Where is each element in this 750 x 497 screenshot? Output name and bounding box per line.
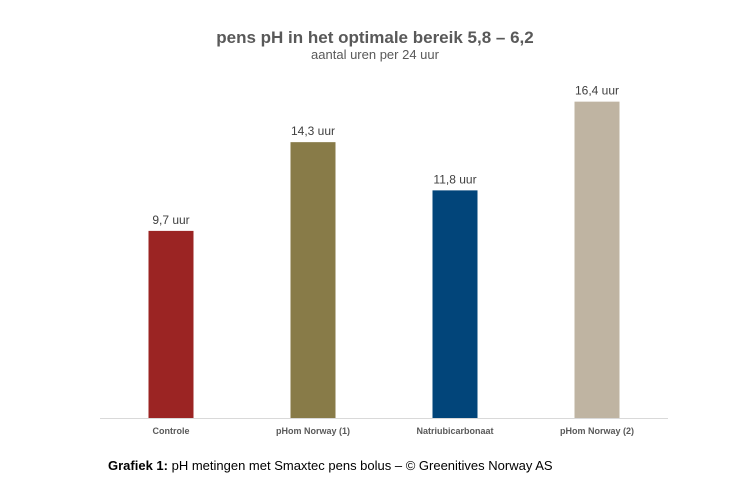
data-label: 11,8 uur bbox=[433, 172, 476, 186]
chart-subtitle: aantal uren per 24 uur bbox=[311, 47, 439, 62]
x-tick-label: pHom Norway (1) bbox=[276, 426, 350, 436]
bar bbox=[148, 230, 194, 418]
figure-caption: Grafiek 1: pH metingen met Smaxtec pens … bbox=[108, 458, 553, 473]
data-label: 9,7 uur bbox=[152, 213, 189, 227]
x-tick-label: Natriubicarbonaat bbox=[416, 426, 493, 436]
caption-label: Grafiek 1: bbox=[108, 458, 168, 473]
bar bbox=[574, 101, 620, 419]
bar bbox=[290, 142, 336, 418]
chart-title: pens pH in het optimale bereik 5,8 – 6,2 bbox=[216, 28, 534, 47]
x-tick-label: Controle bbox=[153, 426, 190, 436]
data-label: 14,3 uur bbox=[291, 124, 335, 138]
caption-text: pH metingen met Smaxtec pens bolus – © G… bbox=[167, 458, 553, 473]
bar bbox=[432, 190, 478, 418]
x-tick-label: pHom Norway (2) bbox=[560, 426, 634, 436]
data-label: 16,4 uur bbox=[575, 84, 619, 98]
